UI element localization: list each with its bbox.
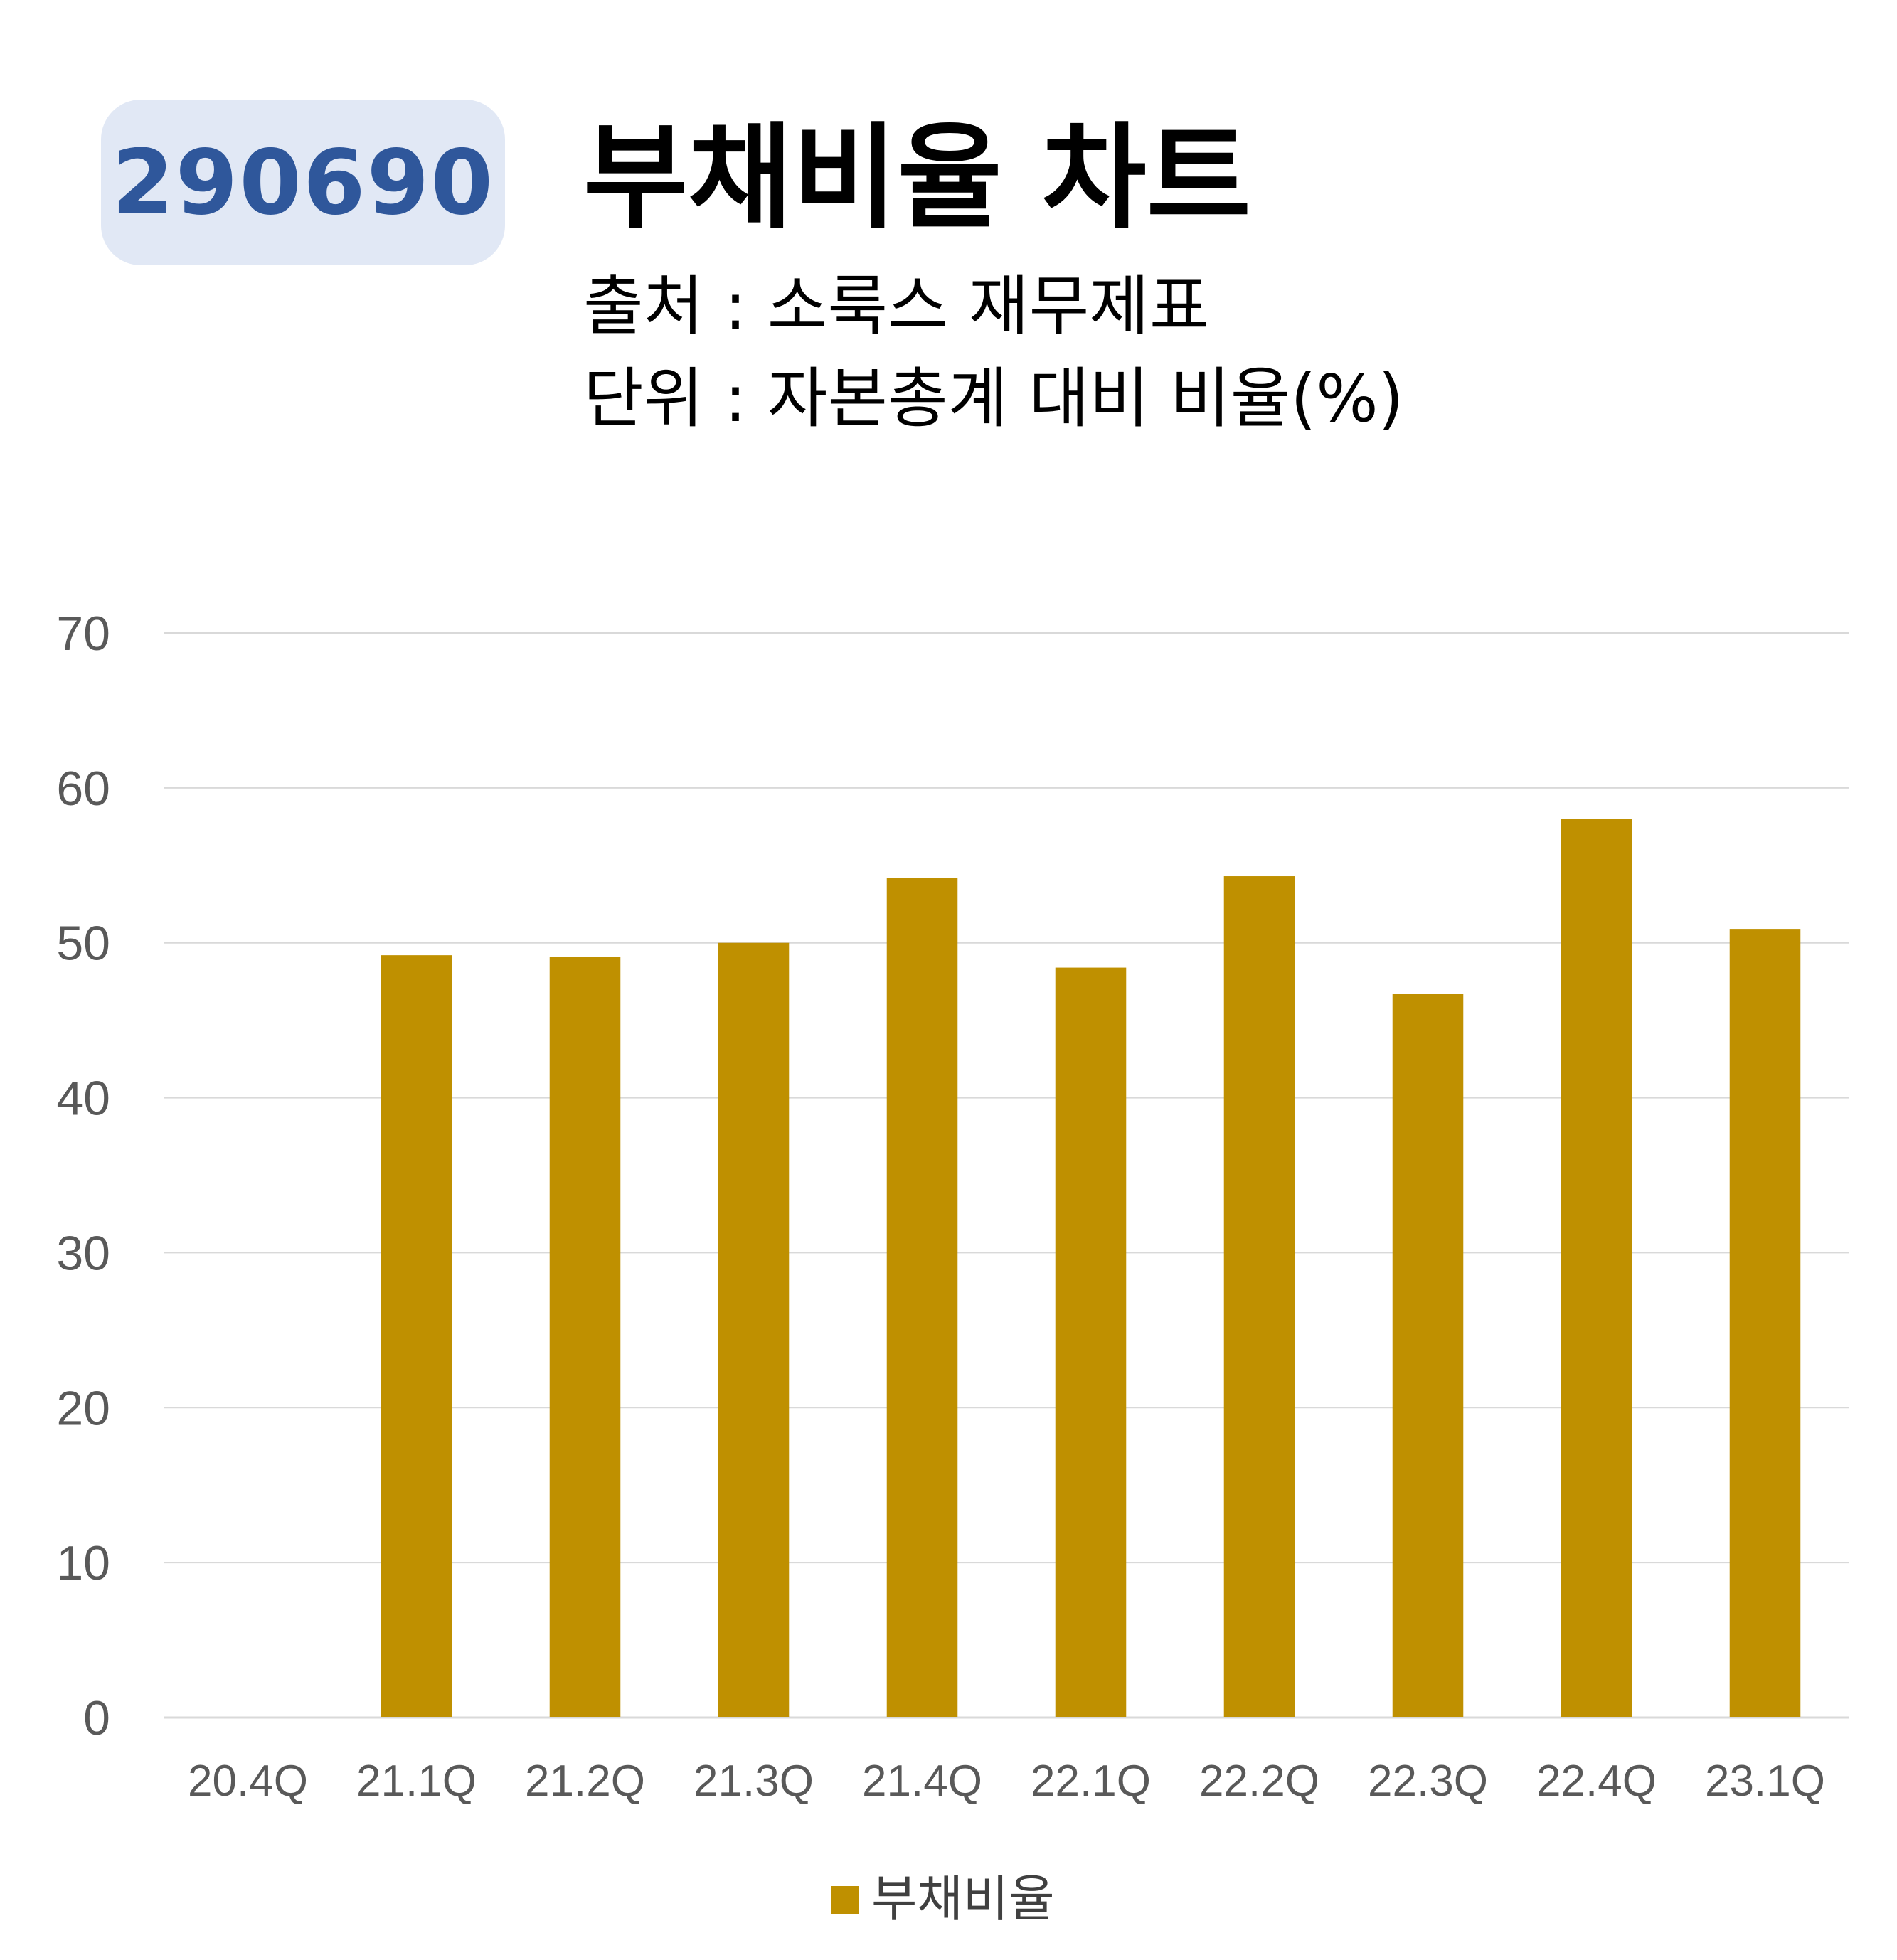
bar-21.1Q bbox=[381, 955, 452, 1717]
legend-label-debt-ratio: 부채비율 bbox=[871, 1870, 1055, 1928]
x-tick-label: 21.2Q bbox=[525, 1757, 645, 1806]
bar-22.2Q bbox=[1223, 876, 1295, 1717]
y-tick-label: 0 bbox=[83, 1691, 110, 1745]
source-note: 출처 : 소룩스 재무제표 bbox=[583, 268, 1210, 344]
bar-23.1Q bbox=[1729, 929, 1801, 1717]
bars bbox=[381, 819, 1801, 1717]
legend-swatch bbox=[831, 1886, 859, 1914]
x-tick-label: 21.1Q bbox=[356, 1757, 477, 1806]
x-tick-label: 22.1Q bbox=[1031, 1757, 1151, 1806]
chart-title: 부채비율 차트 bbox=[583, 111, 1251, 244]
stock-code-badge: 290690 bbox=[101, 100, 505, 265]
y-tick-label: 50 bbox=[56, 917, 110, 971]
y-axis-ticks: 0 10 20 30 40 50 60 70 bbox=[56, 607, 110, 1745]
y-tick-label: 10 bbox=[56, 1536, 110, 1590]
bar-22.4Q bbox=[1561, 819, 1632, 1717]
y-tick-label: 60 bbox=[56, 762, 110, 816]
x-tick-label: 23.1Q bbox=[1705, 1757, 1825, 1806]
stock-code: 290690 bbox=[111, 130, 495, 235]
x-tick-label: 20.4Q bbox=[188, 1757, 308, 1806]
bar-22.3Q bbox=[1392, 994, 1464, 1717]
y-tick-label: 40 bbox=[56, 1072, 110, 1126]
x-tick-label: 22.4Q bbox=[1536, 1757, 1657, 1806]
y-tick-label: 20 bbox=[56, 1381, 110, 1435]
bar-21.2Q bbox=[549, 957, 621, 1717]
bar-22.1Q bbox=[1055, 967, 1127, 1717]
unit-note: 단위 : 자본총계 대비 비율(%) bbox=[583, 361, 1404, 437]
y-tick-label: 30 bbox=[56, 1226, 110, 1280]
legend: 부채비율 bbox=[831, 1870, 1055, 1928]
x-axis-ticks: 20.4Q 21.1Q 21.2Q 21.3Q 21.4Q 22.1Q 22.2Q 22.3Q… bbox=[188, 1757, 1825, 1806]
y-tick-label: 70 bbox=[56, 607, 110, 661]
x-tick-label: 21.3Q bbox=[694, 1757, 814, 1806]
bar-21.4Q bbox=[886, 878, 958, 1717]
x-tick-label: 21.4Q bbox=[862, 1757, 982, 1806]
bar-21.3Q bbox=[718, 942, 790, 1717]
x-tick-label: 22.2Q bbox=[1199, 1757, 1319, 1806]
x-tick-label: 22.3Q bbox=[1368, 1757, 1488, 1806]
